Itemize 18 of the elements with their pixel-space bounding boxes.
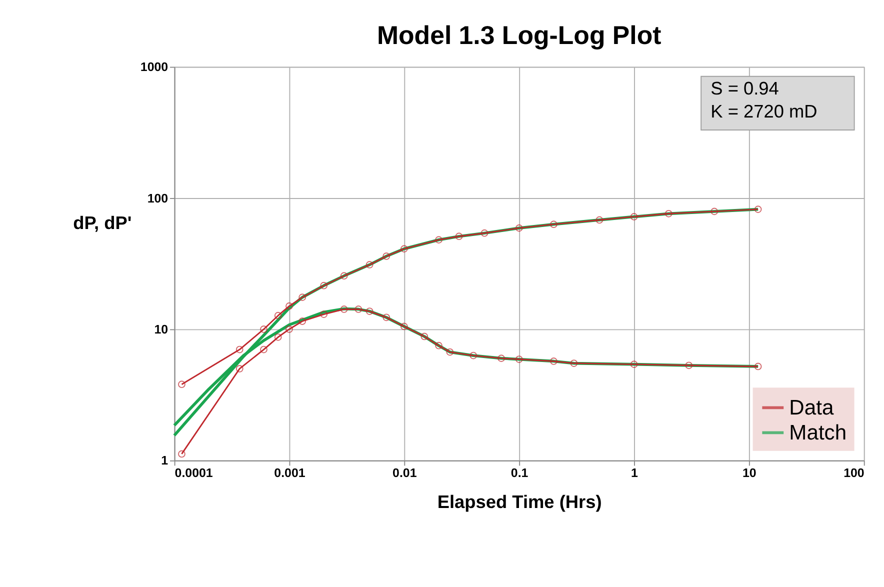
x-tick-label: 0.01: [392, 466, 417, 480]
legend-label: Match: [789, 421, 847, 444]
x-tick-label: 100: [844, 466, 864, 480]
y-tick-label: 1000: [140, 60, 168, 74]
x-tick-label: 0.1: [510, 466, 528, 480]
x-tick-label: 0.0001: [174, 466, 213, 480]
y-axis-title: dP, dP': [73, 212, 132, 233]
y-tick-label: 10: [154, 322, 168, 337]
x-axis-title: Elapsed Time (Hrs): [437, 492, 602, 512]
x-tick-label: 0.001: [274, 466, 306, 480]
annotation: K = 2720 mD: [710, 102, 818, 122]
x-tick-label: 1: [631, 466, 638, 480]
legend-label: Data: [789, 396, 834, 420]
y-tick-label: 100: [147, 191, 168, 206]
annotation: S = 0.94: [710, 78, 779, 99]
y-tick-label: 1: [161, 454, 168, 468]
chart-title: Model 1.3 Log-Log Plot: [376, 22, 662, 50]
x-tick-label: 10: [742, 466, 756, 480]
